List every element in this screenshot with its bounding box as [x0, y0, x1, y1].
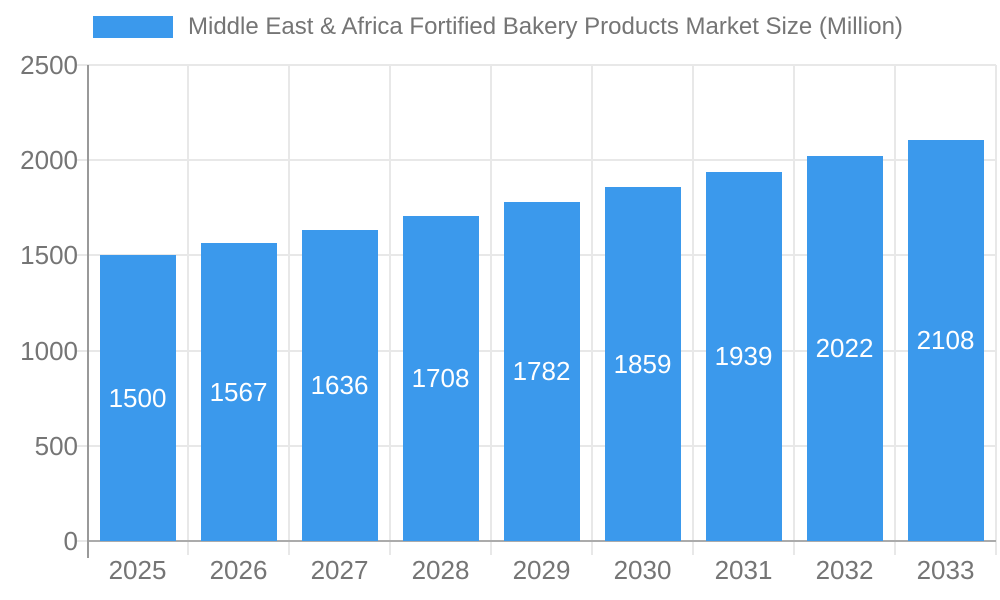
chart-legend: Middle East & Africa Fortified Bakery Pr…	[93, 13, 903, 41]
v-gridline	[389, 65, 391, 555]
x-axis-line	[87, 540, 996, 542]
y-tick-label: 1500	[20, 240, 78, 271]
h-gridline	[77, 64, 996, 66]
bar-value-label: 1939	[714, 341, 773, 372]
x-tick-label: 2028	[411, 555, 470, 585]
x-tick-label: 2033	[916, 555, 975, 585]
v-gridline	[591, 65, 593, 555]
x-tick-label: 2030	[613, 555, 672, 585]
y-tick-label: 1000	[20, 335, 78, 366]
y-tick-label: 2500	[20, 50, 78, 80]
bar-value-label: 1500	[108, 383, 167, 414]
bar: 2022	[806, 156, 883, 541]
bar: 1636	[301, 229, 378, 541]
y-tick-label: 0	[63, 526, 78, 556]
y-tick-mark	[77, 540, 87, 542]
bar-value-label: 2022	[815, 333, 874, 364]
bar-value-label: 1708	[411, 363, 470, 394]
y-tick-label: 500	[34, 430, 78, 461]
x-tick-label: 2025	[108, 555, 167, 585]
v-gridline	[187, 65, 189, 555]
x-tick-label: 2032	[815, 555, 874, 585]
x-tick-label: 2027	[310, 555, 369, 585]
bar: 2108	[907, 139, 984, 541]
bar-value-label: 1636	[310, 370, 369, 401]
chart-title: Middle East & Africa Fortified Bakery Pr…	[188, 13, 903, 40]
bar-value-label: 1859	[613, 349, 672, 379]
bar-value-label: 1567	[209, 376, 268, 407]
y-tick-label: 2000	[20, 145, 78, 176]
v-gridline	[995, 65, 997, 555]
bar: 1782	[503, 201, 580, 541]
h-gridline	[77, 159, 996, 162]
bar: 1939	[705, 171, 782, 541]
bar: 1859	[604, 187, 681, 541]
v-gridline	[894, 65, 896, 555]
v-gridline	[793, 65, 795, 555]
bar: 1567	[200, 242, 277, 541]
bar-value-label: 1782	[512, 356, 571, 387]
x-tick-label: 2026	[209, 555, 268, 585]
x-tick-label: 2029	[512, 555, 571, 585]
v-gridline	[490, 65, 492, 555]
y-axis-line	[87, 65, 89, 558]
bar: 1708	[402, 215, 479, 541]
bar-value-label: 2108	[916, 325, 975, 356]
bar: 1500	[99, 255, 176, 541]
v-gridline	[692, 65, 694, 555]
x-tick-label: 2031	[714, 555, 773, 585]
v-gridline	[288, 65, 290, 555]
legend-swatch	[93, 16, 173, 38]
